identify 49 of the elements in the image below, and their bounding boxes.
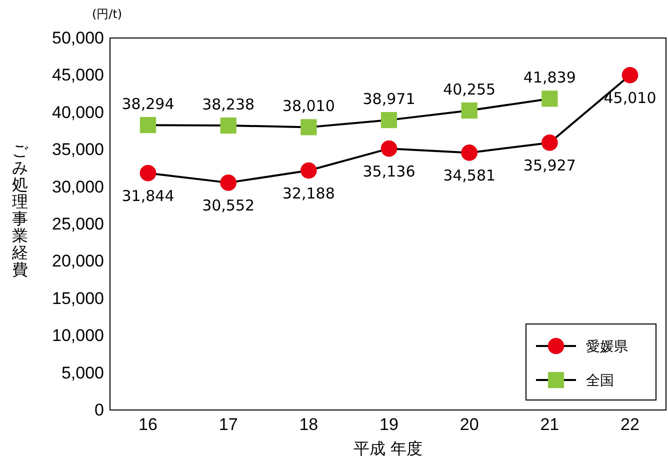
point: [220, 174, 237, 191]
data-label: 38,971: [362, 90, 416, 108]
y-tick-label: 5,000: [61, 363, 104, 382]
point: [300, 162, 317, 179]
data-label: 35,927: [523, 156, 576, 175]
x-tick-label: 17: [218, 415, 238, 434]
point: [220, 117, 236, 134]
data-label: 38,238: [202, 96, 255, 114]
y-tick-label: 0: [94, 400, 104, 420]
y-tick-label: 45,000: [52, 66, 104, 85]
data-label: 45,010: [604, 89, 656, 108]
data-label: 32,188: [282, 184, 335, 203]
y-tick-label: 35,000: [52, 140, 104, 160]
point: [140, 117, 156, 134]
point: [380, 140, 398, 157]
point: [140, 164, 156, 182]
data-label: 38,294: [122, 95, 174, 114]
point: [461, 102, 478, 119]
x-axis-title: 平成 年度: [353, 439, 423, 458]
point: [541, 134, 558, 151]
legend-label: 全国: [586, 373, 614, 389]
point: [542, 90, 558, 107]
data-label: 38,010: [282, 97, 335, 116]
data-label: 41,839: [523, 68, 576, 87]
point: [622, 66, 638, 84]
y-tick-label: 50,000: [52, 28, 104, 48]
data-label: 30,552: [202, 196, 255, 215]
point: [380, 112, 398, 128]
y-tick-label: 25,000: [52, 214, 104, 234]
y-tick-label: 30,000: [52, 177, 104, 196]
data-label: 34,581: [443, 166, 496, 185]
data-label: 31,844: [122, 187, 174, 206]
y-tick-label: 10,000: [52, 326, 104, 346]
point: [461, 144, 478, 161]
x-tick-label: 21: [540, 415, 560, 434]
x-tick-label: 20: [460, 415, 479, 434]
x-tick-label: 22: [620, 415, 640, 434]
data-label: 40,255: [443, 80, 496, 99]
x-tick-label: 16: [138, 415, 158, 434]
data-label: 35,136: [362, 162, 416, 181]
x-tick-label: 19: [380, 415, 398, 434]
point: [300, 119, 317, 136]
legend-label: 愛媛県: [586, 339, 628, 355]
y-tick-label: 20,000: [52, 252, 104, 271]
y-tick-label: 40,000: [52, 102, 104, 122]
y-tick-label: 15,000: [52, 288, 104, 308]
x-tick-label: 18: [299, 415, 318, 434]
y-axis-title: ごみ処理事業経費: [11, 141, 29, 279]
text: (円/t): [92, 7, 122, 21]
